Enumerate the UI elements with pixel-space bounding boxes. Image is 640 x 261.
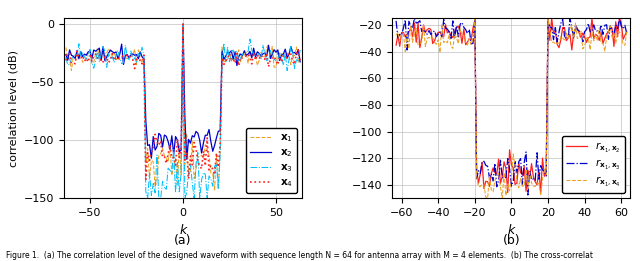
Line: $\mathbf{x}_1$: $\mathbf{x}_1$	[66, 24, 300, 190]
X-axis label: k: k	[508, 224, 515, 237]
$r_{\mathbf{x}_1,\mathbf{x}_3}$	[542, 174, 550, 177]
$\mathbf{x}_4$	[202, 164, 209, 167]
$\mathbf{x}_1$	[263, 46, 271, 49]
Line: $\mathbf{x}_2$: $\mathbf{x}_2$	[66, 24, 300, 159]
Line: $r_{\mathbf{x}_1,\mathbf{x}_3}$: $r_{\mathbf{x}_1,\mathbf{x}_3}$	[396, 18, 627, 195]
$\mathbf{x}_2$	[263, 55, 271, 58]
$r_{\mathbf{x}_1,\mathbf{x}_4}$	[590, 39, 598, 42]
$r_{\mathbf{x}_1,\mathbf{x}_4}$	[392, 34, 400, 37]
Line: $\mathbf{x}_3$: $\mathbf{x}_3$	[66, 24, 300, 198]
$\mathbf{x}_2$	[183, 158, 191, 161]
Line: $\mathbf{x}_4$: $\mathbf{x}_4$	[66, 24, 300, 179]
$\mathbf{x}_1$	[200, 157, 207, 160]
$\mathbf{x}_3$	[205, 174, 213, 177]
Text: Figure 1.  (a) The correlation level of the designed waveform with sequence leng: Figure 1. (a) The correlation level of t…	[6, 251, 593, 260]
X-axis label: k: k	[179, 224, 187, 237]
$r_{\mathbf{x}_1,\mathbf{x}_3}$	[392, 19, 400, 22]
$\mathbf{x}_1$	[73, 58, 81, 61]
$r_{\mathbf{x}_1,\mathbf{x}_2}$	[541, 175, 548, 178]
$r_{\mathbf{x}_1,\mathbf{x}_4}$	[529, 185, 537, 188]
$r_{\mathbf{x}_1,\mathbf{x}_3}$	[403, 49, 411, 52]
$\mathbf{x}_2$	[296, 60, 304, 63]
$\mathbf{x}_3$	[179, 22, 187, 26]
Title: (a): (a)	[174, 234, 192, 247]
$\mathbf{x}_3$	[214, 187, 222, 190]
$r_{\mathbf{x}_1,\mathbf{x}_4}$	[542, 173, 550, 176]
$r_{\mathbf{x}_1,\mathbf{x}_2}$	[590, 37, 598, 40]
$r_{\mathbf{x}_1,\mathbf{x}_3}$	[410, 17, 418, 20]
$\mathbf{x}_1$	[214, 187, 222, 191]
Legend: $\mathbf{x}_1$, $\mathbf{x}_2$, $\mathbf{x}_3$, $\mathbf{x}_4$: $\mathbf{x}_1$, $\mathbf{x}_2$, $\mathbf…	[246, 128, 297, 193]
$r_{\mathbf{x}_1,\mathbf{x}_2}$	[623, 30, 630, 33]
Line: $r_{\mathbf{x}_1,\mathbf{x}_2}$: $r_{\mathbf{x}_1,\mathbf{x}_2}$	[396, 18, 627, 193]
$\mathbf{x}_4$	[205, 168, 213, 171]
Legend: $r_{\mathbf{x}_1,\mathbf{x}_2}$, $r_{\mathbf{x}_1,\mathbf{x}_3}$, $r_{\mathbf{x}: $r_{\mathbf{x}_1,\mathbf{x}_2}$, $r_{\ma…	[562, 137, 625, 193]
$r_{\mathbf{x}_1,\mathbf{x}_4}$	[403, 33, 411, 37]
$r_{\mathbf{x}_1,\mathbf{x}_3}$	[623, 32, 630, 35]
$r_{\mathbf{x}_1,\mathbf{x}_4}$	[471, 17, 479, 20]
$r_{\mathbf{x}_1,\mathbf{x}_2}$	[529, 175, 537, 179]
$\mathbf{x}_4$	[263, 53, 271, 56]
Y-axis label: correlation level (dB): correlation level (dB)	[8, 50, 19, 167]
$\mathbf{x}_3$	[202, 173, 209, 176]
$r_{\mathbf{x}_1,\mathbf{x}_2}$	[544, 17, 552, 20]
$r_{\mathbf{x}_1,\mathbf{x}_2}$	[610, 45, 618, 48]
$r_{\mathbf{x}_1,\mathbf{x}_3}$	[529, 177, 537, 180]
$\mathbf{x}_4$	[142, 178, 150, 181]
$\mathbf{x}_2$	[214, 130, 222, 133]
$\mathbf{x}_2$	[62, 53, 70, 56]
$\mathbf{x}_4$	[296, 59, 304, 62]
$r_{\mathbf{x}_1,\mathbf{x}_4}$	[623, 29, 630, 33]
$r_{\mathbf{x}_1,\mathbf{x}_4}$	[484, 197, 492, 200]
$r_{\mathbf{x}_1,\mathbf{x}_2}$	[403, 33, 411, 36]
$\mathbf{x}_3$	[284, 69, 291, 72]
$\mathbf{x}_3$	[296, 49, 304, 52]
$\mathbf{x}_1$	[62, 46, 70, 49]
$\mathbf{x}_3$	[144, 197, 152, 200]
Line: $r_{\mathbf{x}_1,\mathbf{x}_4}$: $r_{\mathbf{x}_1,\mathbf{x}_4}$	[396, 18, 627, 198]
$r_{\mathbf{x}_1,\mathbf{x}_2}$	[392, 44, 400, 47]
Title: (b): (b)	[502, 234, 520, 247]
$\mathbf{x}_4$	[73, 50, 81, 53]
$\mathbf{x}_1$	[211, 188, 218, 192]
$r_{\mathbf{x}_1,\mathbf{x}_4}$	[533, 181, 541, 185]
$\mathbf{x}_4$	[62, 59, 70, 62]
$\mathbf{x}_2$	[202, 134, 209, 137]
$\mathbf{x}_2$	[284, 56, 291, 59]
$r_{\mathbf{x}_1,\mathbf{x}_2}$	[537, 192, 545, 195]
$\mathbf{x}_2$	[73, 49, 81, 52]
$r_{\mathbf{x}_1,\mathbf{x}_3}$	[533, 151, 541, 154]
$\mathbf{x}_3$	[263, 59, 271, 62]
$r_{\mathbf{x}_1,\mathbf{x}_3}$	[590, 23, 598, 26]
$\mathbf{x}_1$	[296, 55, 304, 58]
$\mathbf{x}_4$	[179, 22, 187, 26]
$\mathbf{x}_4$	[214, 165, 222, 169]
$\mathbf{x}_4$	[284, 56, 291, 60]
$\mathbf{x}_1$	[204, 148, 211, 151]
$r_{\mathbf{x}_1,\mathbf{x}_2}$	[526, 176, 534, 180]
$r_{\mathbf{x}_1,\mathbf{x}_4}$	[610, 32, 618, 35]
$\mathbf{x}_1$	[179, 22, 187, 26]
$r_{\mathbf{x}_1,\mathbf{x}_3}$	[610, 33, 618, 36]
$\mathbf{x}_2$	[205, 128, 213, 131]
$\mathbf{x}_2$	[179, 22, 187, 26]
$\mathbf{x}_1$	[284, 51, 291, 55]
$\mathbf{x}_3$	[73, 55, 81, 58]
$\mathbf{x}_3$	[62, 56, 70, 59]
$r_{\mathbf{x}_1,\mathbf{x}_3}$	[524, 193, 532, 197]
